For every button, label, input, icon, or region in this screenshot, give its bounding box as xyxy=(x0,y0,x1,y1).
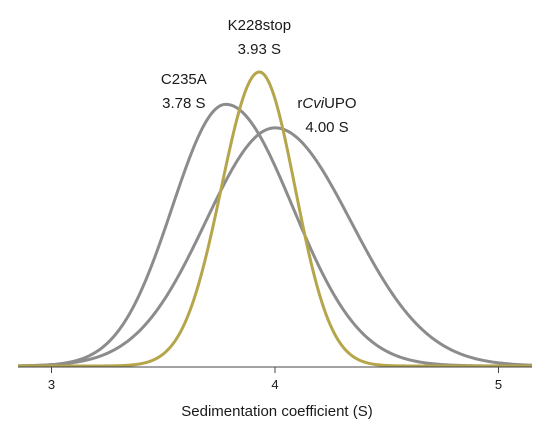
x-tick-label: 5 xyxy=(495,377,502,392)
x-tick-label: 4 xyxy=(271,377,278,392)
peak-value-label: 3.78 S xyxy=(162,95,205,112)
series-curve xyxy=(17,126,533,368)
peak-name-label: rCviUPO xyxy=(297,95,356,112)
x-ticks: 3 4 5 xyxy=(48,367,502,392)
peak-name-label: C235A xyxy=(161,71,207,88)
peak-value-label: 3.93 S xyxy=(238,41,281,58)
series-curve xyxy=(17,102,533,368)
curves-layer xyxy=(17,70,533,368)
series-curve xyxy=(17,70,533,368)
x-tick-label: 3 xyxy=(48,377,55,392)
x-axis-title: Sedimentation coefficient (S) xyxy=(181,403,373,420)
peak-name-label: K228stop xyxy=(228,17,291,34)
peak-value-label: 4.00 S xyxy=(305,119,348,136)
peak-labels: C235A 3.78 S K228stop 3.93 S rCviUPO 4.00 S xyxy=(161,17,357,136)
